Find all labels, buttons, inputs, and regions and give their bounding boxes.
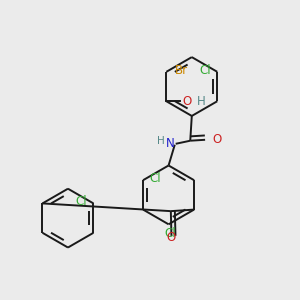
Text: O: O	[182, 95, 192, 108]
Text: Br: Br	[175, 64, 188, 77]
Text: Cl: Cl	[200, 64, 211, 77]
Text: O: O	[167, 231, 176, 244]
Text: H: H	[157, 136, 165, 146]
Text: N: N	[166, 137, 175, 150]
Text: Cl: Cl	[164, 227, 176, 240]
Text: O: O	[212, 133, 221, 146]
Text: Cl: Cl	[149, 172, 161, 185]
Text: H: H	[197, 95, 206, 108]
Text: Cl: Cl	[76, 195, 88, 208]
